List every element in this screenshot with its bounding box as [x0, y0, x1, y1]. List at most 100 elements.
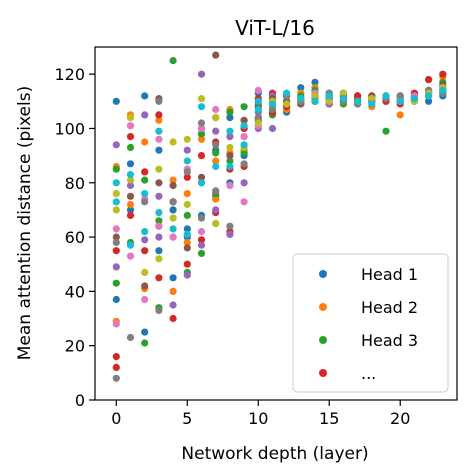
data-point	[382, 92, 390, 100]
data-point	[141, 190, 149, 198]
data-point	[197, 103, 206, 111]
data-point	[212, 162, 220, 171]
data-point	[169, 314, 177, 323]
legend-box	[292, 253, 449, 393]
data-point	[254, 105, 262, 114]
data-point	[183, 211, 191, 219]
x-tick-label: 5	[182, 409, 192, 428]
data-point	[141, 268, 149, 276]
data-point	[183, 200, 191, 209]
y-tick-label: 60	[65, 228, 85, 247]
data-point	[226, 157, 234, 165]
data-point	[141, 168, 149, 176]
data-point	[226, 127, 234, 135]
data-point	[254, 86, 262, 94]
data-point	[155, 306, 163, 314]
data-point	[126, 181, 135, 190]
data-point	[240, 141, 248, 149]
data-point	[382, 127, 390, 135]
data-point	[112, 141, 120, 149]
data-point	[183, 190, 191, 198]
data-point	[226, 108, 234, 116]
data-point	[339, 95, 347, 103]
data-point	[212, 206, 220, 214]
data-point	[155, 192, 163, 200]
data-point	[126, 200, 135, 209]
data-point	[141, 328, 149, 336]
data-point	[226, 230, 234, 238]
data-point	[254, 114, 262, 122]
data-point	[325, 92, 333, 100]
data-point	[112, 295, 120, 304]
x-axis-ticks: 0 5 10 15 20	[111, 400, 410, 428]
data-point	[112, 97, 120, 105]
data-point	[368, 100, 376, 108]
data-point	[155, 274, 163, 282]
data-point	[169, 274, 177, 282]
data-point	[112, 190, 120, 198]
plot-frame	[94, 46, 458, 401]
data-point	[339, 89, 347, 97]
data-point	[311, 97, 319, 105]
data-point	[112, 363, 120, 371]
data-point	[212, 219, 220, 228]
data-point	[183, 168, 191, 176]
data-point	[226, 114, 234, 122]
y-axis-ticks: 0 20 40 60 80 100 120	[54, 65, 95, 410]
data-point	[169, 214, 177, 222]
data-point	[410, 95, 418, 103]
data-point	[155, 209, 163, 217]
data-point	[155, 146, 163, 154]
data-point	[155, 127, 163, 135]
data-point	[240, 116, 248, 124]
data-point	[368, 95, 376, 103]
data-point	[212, 157, 220, 165]
y-tick-label: 20	[65, 337, 85, 356]
data-point	[197, 241, 206, 249]
data-point	[283, 89, 291, 97]
data-point	[268, 105, 277, 114]
data-point	[141, 236, 149, 244]
data-point	[155, 135, 163, 143]
data-point	[126, 143, 135, 152]
data-point	[240, 198, 248, 206]
data-point	[155, 111, 163, 119]
data-point	[396, 111, 404, 119]
data-point	[126, 176, 135, 184]
legend-label: Head 1	[361, 265, 418, 284]
data-point	[169, 181, 177, 190]
data-point	[254, 119, 262, 127]
data-point	[155, 247, 163, 255]
data-point	[283, 100, 291, 108]
chart-title: ViT-L/16	[235, 16, 315, 40]
data-point	[439, 86, 447, 94]
data-point	[197, 135, 206, 143]
data-point	[240, 103, 248, 111]
data-point	[297, 95, 305, 103]
data-point	[112, 353, 120, 361]
data-point	[169, 301, 177, 309]
data-point	[226, 162, 234, 171]
data-point	[169, 287, 177, 295]
data-point	[155, 255, 163, 263]
data-point	[197, 214, 206, 222]
data-point	[169, 233, 177, 241]
data-point	[183, 271, 191, 279]
data-point	[197, 119, 206, 127]
data-point	[112, 279, 120, 287]
data-point	[183, 260, 191, 268]
data-point	[169, 176, 177, 184]
legend-label: ...	[361, 364, 376, 383]
data-point	[212, 141, 220, 149]
data-point	[155, 116, 163, 124]
data-point	[240, 122, 248, 130]
data-point	[197, 152, 206, 160]
data-point	[126, 241, 135, 249]
data-point	[183, 238, 191, 247]
data-point	[183, 146, 191, 154]
data-point	[268, 100, 277, 108]
data-point	[155, 179, 163, 187]
data-point	[212, 51, 220, 59]
y-tick-label: 40	[65, 282, 85, 301]
data-point	[240, 160, 248, 168]
